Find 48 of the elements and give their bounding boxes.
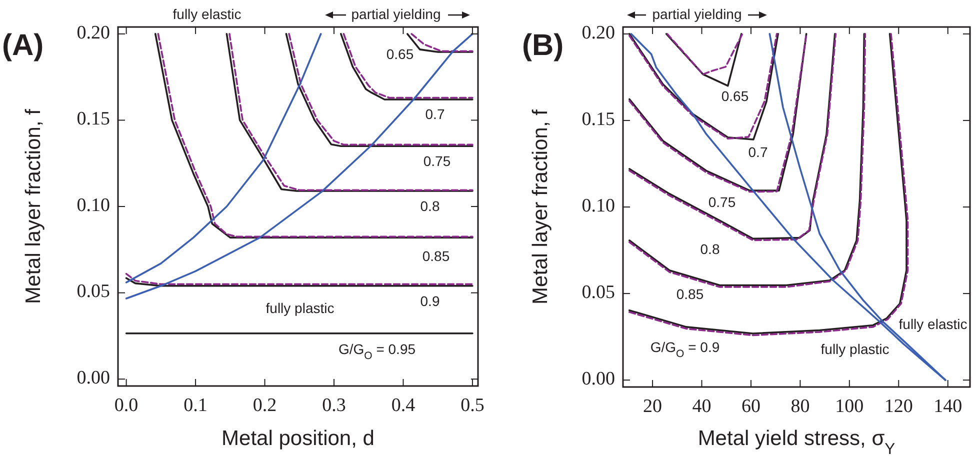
- annotation: fully plastic: [820, 340, 890, 357]
- annotation: 0.75: [423, 152, 451, 169]
- x-tick-label: 120: [884, 396, 913, 417]
- annotation: 0.85: [676, 286, 704, 302]
- y-tick-label: 0.10: [76, 194, 110, 216]
- chart-title: (A): [2, 29, 44, 62]
- y-tick-label: 0.10: [582, 195, 615, 216]
- annotation: 0.7: [425, 106, 445, 122]
- text: fully elastic: [172, 6, 242, 22]
- x-tick-label: 40: [692, 396, 712, 417]
- y-tick-label: 0.15: [582, 108, 615, 130]
- y-tick-label: 0.15: [76, 108, 110, 130]
- x-tick-label: 0.0: [114, 395, 138, 416]
- y-tick-label: 0.20: [582, 22, 615, 44]
- annotation: fully plastic: [266, 300, 334, 316]
- text: partial yielding: [652, 6, 742, 22]
- x-tick-label: 140: [934, 396, 962, 417]
- annotation: G/G$_{O}$ = 0.95: [338, 340, 416, 362]
- x-tick-label: 60: [741, 396, 760, 417]
- annotation: G/G$_{O}$ = 0.9: [650, 338, 720, 360]
- annotation: 0.8: [700, 240, 720, 257]
- y-tick-label: 0.05: [582, 282, 615, 303]
- annotation: 0.65: [721, 88, 749, 104]
- x-tick-label: 100: [835, 396, 864, 417]
- x-tick-label: 0.5: [460, 395, 484, 416]
- y-tick-label: 0.05: [76, 281, 110, 302]
- annotation: 0.9: [420, 292, 440, 309]
- annotation: fully elastic: [898, 316, 968, 332]
- y-tick-label: 0.00: [76, 367, 110, 388]
- chart-title: (B): [522, 29, 564, 62]
- y-tick-label: 0.20: [76, 22, 110, 44]
- y-axis-title: Metal layer fraction, f: [22, 108, 45, 304]
- text: partial yielding: [351, 6, 441, 22]
- x-axis-title: Metal position, d: [222, 427, 374, 450]
- annotation: 0.65: [386, 46, 414, 62]
- x-tick-label: 0.2: [252, 395, 277, 416]
- x-tick-label: 0.3: [322, 395, 346, 416]
- annotation: 0.8: [420, 198, 440, 214]
- y-axis-title: Metal layer fraction, f: [529, 109, 552, 304]
- annotation: 0.85: [422, 248, 450, 264]
- x-tick-label: 80: [790, 396, 810, 417]
- x-tick-label: 0.4: [391, 395, 416, 416]
- x-axis-title: Metal yield stress, σ$_{Y}$: [698, 427, 896, 457]
- y-tick-label: 0.00: [582, 368, 615, 390]
- x-tick-label: 0.1: [184, 395, 208, 416]
- annotation: 0.75: [708, 194, 736, 210]
- x-tick-label: 20: [643, 396, 662, 417]
- annotation: 0.7: [748, 144, 768, 160]
